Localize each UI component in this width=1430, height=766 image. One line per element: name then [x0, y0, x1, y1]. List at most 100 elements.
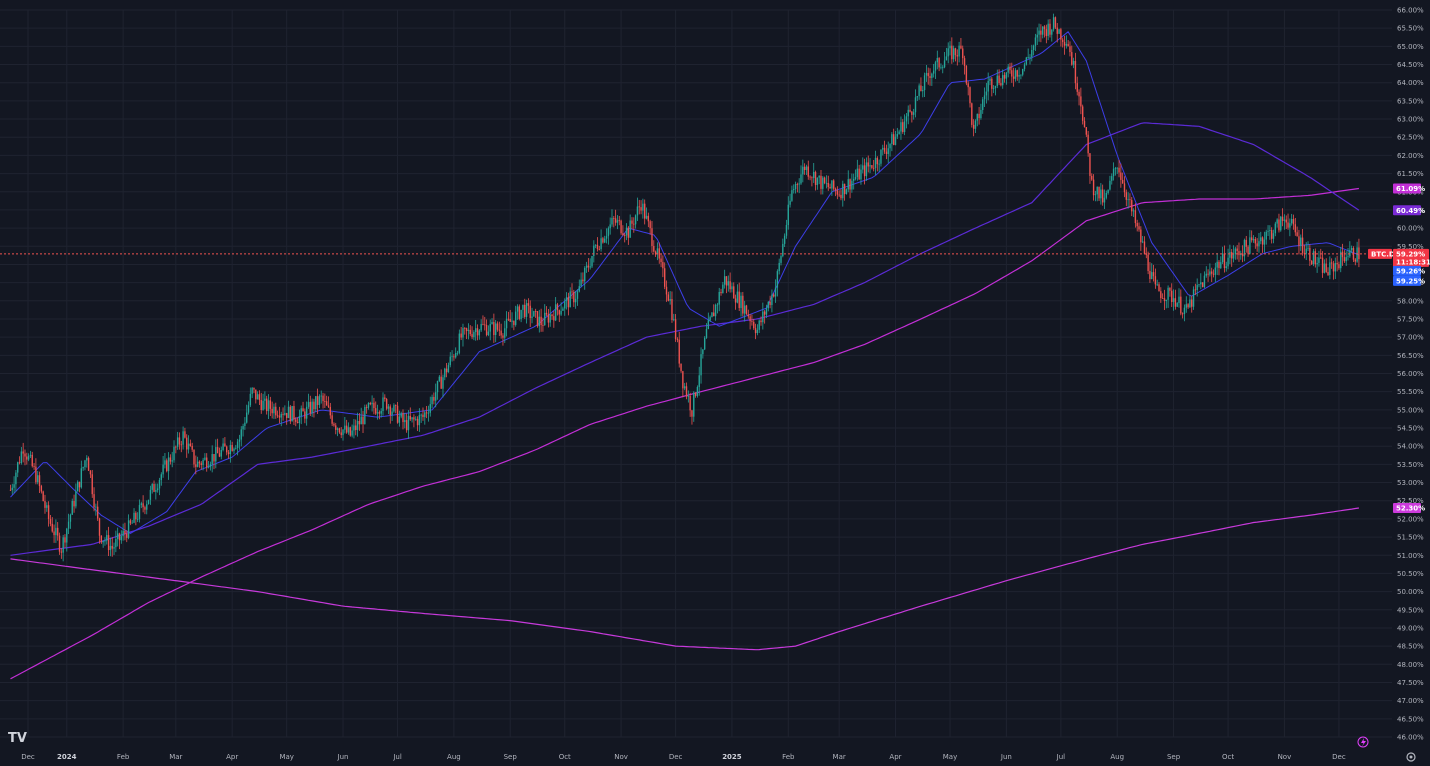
candle-body — [345, 425, 348, 433]
candle-body — [96, 506, 99, 519]
candle-body — [1236, 248, 1238, 252]
candle-body — [1063, 41, 1066, 46]
candle-body — [420, 414, 422, 416]
candle-body — [1238, 251, 1240, 256]
candle-body — [171, 460, 173, 462]
candle-body — [1274, 223, 1277, 234]
candle-body — [1020, 74, 1022, 76]
candle-body — [33, 466, 35, 468]
candle-body — [55, 527, 57, 536]
candle-body — [26, 456, 28, 460]
candle-body — [822, 177, 824, 189]
candle-body — [600, 238, 602, 250]
candle-body — [235, 447, 237, 449]
candle-body — [233, 448, 235, 451]
candle-body — [487, 331, 490, 336]
candle-body — [231, 445, 233, 451]
x-tick-label: Jul — [392, 753, 402, 761]
candle-body — [53, 531, 55, 536]
candle-body — [458, 333, 461, 353]
x-tick-label: Sep — [1167, 753, 1181, 761]
candle-body — [620, 220, 622, 234]
candle-body — [49, 518, 52, 524]
candle-body — [524, 304, 526, 317]
tradingview-logo-icon[interactable]: TV — [8, 731, 27, 746]
candle-body — [760, 320, 762, 323]
candle-body — [640, 207, 642, 211]
candle-body — [803, 166, 806, 171]
candle-body — [424, 412, 426, 418]
candle-body — [834, 188, 837, 191]
candle-body — [155, 490, 157, 492]
candle-body — [1183, 307, 1186, 314]
candle-body — [1320, 257, 1322, 259]
candle-body — [707, 320, 710, 330]
candle-body — [347, 427, 350, 433]
candle-body — [743, 305, 746, 314]
candle-body — [1000, 83, 1002, 86]
candle-body — [711, 312, 713, 318]
candle-body — [958, 45, 960, 57]
candle-body — [280, 413, 282, 418]
candle-body — [1161, 298, 1164, 299]
ma-long-line — [10, 187, 1359, 680]
candle-body — [540, 316, 542, 326]
candle-body — [238, 439, 241, 442]
candle-body — [898, 131, 900, 135]
candle-body — [1185, 304, 1187, 308]
candle-body — [1156, 284, 1158, 286]
candle-body — [331, 415, 333, 424]
candle-body — [593, 245, 595, 257]
candle-body — [611, 217, 613, 225]
candle-body — [1201, 282, 1204, 288]
candle-body — [1051, 29, 1053, 35]
candle-body — [104, 540, 106, 542]
candle-body — [1345, 257, 1347, 262]
candle-body — [694, 392, 697, 396]
y-axis[interactable]: 66.00% 65.50% 65.00% 64.50% 64.00% 63.50% 63.0… — [1397, 7, 1424, 742]
candle-body — [1343, 257, 1346, 262]
candle-body — [1207, 273, 1209, 275]
candle-body — [624, 234, 626, 236]
candle-body — [582, 279, 584, 282]
candle-body — [1174, 298, 1177, 307]
candle-body — [282, 413, 284, 415]
y-tick-label: 63.00% — [1397, 116, 1424, 124]
candle-body — [1105, 192, 1108, 198]
candle-body — [200, 463, 202, 465]
candle-body — [1290, 218, 1293, 224]
candlesticks — [9, 13, 1360, 562]
candle-body — [696, 386, 699, 396]
candle-body — [960, 45, 962, 49]
candle-body — [51, 523, 53, 532]
candle-body — [362, 416, 364, 425]
lightning-icon[interactable] — [1357, 736, 1369, 748]
y-tick-label: 54.50% — [1397, 425, 1424, 433]
candle-body — [142, 503, 144, 508]
candle-body — [1334, 263, 1336, 272]
candle-body — [863, 165, 866, 177]
x-axis[interactable]: Dec 2024 Feb Mar Apr May Jun Jul Aug Sep Oct Nov Dec… — [21, 753, 1346, 761]
moving-averages — [10, 31, 1360, 680]
candle-body — [216, 447, 219, 454]
candle-body — [627, 227, 630, 238]
candle-body — [749, 316, 751, 322]
candle-body — [714, 304, 717, 317]
candle-body — [525, 303, 528, 317]
candle-body — [798, 183, 800, 185]
candle-body — [1065, 43, 1068, 46]
candle-body — [253, 387, 255, 390]
gear-icon[interactable] — [1406, 752, 1416, 762]
candle-body — [17, 462, 19, 473]
candle-body — [771, 294, 773, 306]
candle-body — [474, 328, 477, 332]
candle-body — [644, 203, 646, 219]
candle-body — [1292, 218, 1295, 225]
candle-body — [567, 297, 570, 308]
candle-body — [867, 162, 869, 167]
candle-body — [129, 520, 132, 524]
candle-body — [502, 335, 504, 338]
candle-body — [1281, 216, 1284, 221]
